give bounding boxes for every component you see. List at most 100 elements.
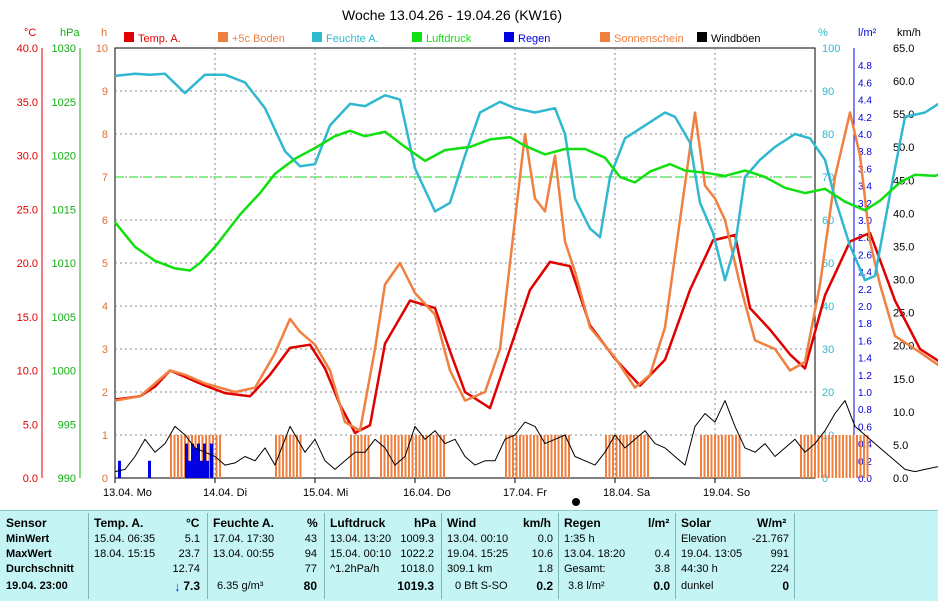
rain-tick-label: 0.0 bbox=[858, 474, 872, 485]
rain-unit: l/m² bbox=[648, 516, 670, 530]
hours-unit-label: h bbox=[101, 27, 107, 39]
legend-swatch bbox=[312, 32, 322, 42]
wind-block: Wind km/h 13.04. 00:10 0.0 19.04. 15:25 … bbox=[447, 511, 555, 601]
rain-max: 0.4 bbox=[654, 548, 670, 560]
sunshine-bar bbox=[845, 435, 848, 478]
sunshine-bar bbox=[296, 435, 298, 478]
sunshine-bar bbox=[387, 435, 389, 478]
hours-tick-label: 5 bbox=[102, 258, 108, 270]
sunshine-bar bbox=[728, 435, 730, 478]
sunshine-bar bbox=[636, 435, 639, 478]
x-tick-label: 19.04. So bbox=[703, 487, 750, 499]
sunshine-bar bbox=[817, 435, 820, 478]
sunshine-bar bbox=[540, 435, 542, 478]
rain-tick-label: 3.8 bbox=[858, 147, 872, 158]
rain-block: Regen l/m² 1:35 h 13.04. 18:20 0.4 Gesam… bbox=[564, 511, 672, 601]
sunshine-bar bbox=[353, 435, 356, 478]
solar-block: Solar W/m² Elevation -21.767 19.04. 13:0… bbox=[681, 511, 791, 601]
rain-tick-label: 1.8 bbox=[858, 319, 872, 330]
hours-tick-label: 8 bbox=[102, 129, 108, 141]
pressure-tick-label: 1005 bbox=[52, 312, 76, 324]
rain-tick-label: 4.8 bbox=[858, 61, 872, 72]
sunshine-bar bbox=[714, 435, 716, 478]
temp-tick-label: 5.0 bbox=[23, 419, 38, 431]
sunshine-bar bbox=[738, 435, 741, 478]
sunshine-bar bbox=[350, 435, 352, 478]
rain-tick-label: 3.6 bbox=[858, 164, 872, 175]
pressure-tick-label: 1010 bbox=[52, 258, 76, 270]
sunshine-bar bbox=[208, 435, 211, 478]
wind-max: 10.6 bbox=[531, 548, 553, 560]
humidity-current: 80 bbox=[303, 579, 317, 593]
separator bbox=[794, 513, 795, 599]
rain-tick-label: 0.4 bbox=[858, 440, 872, 451]
temp-max: 23.7 bbox=[178, 548, 200, 560]
sunshine-bar bbox=[219, 435, 221, 478]
legend-label: +5c Boden bbox=[232, 33, 285, 45]
rain-bar bbox=[148, 460, 151, 478]
rain-bar bbox=[197, 443, 200, 478]
sunshine-bar bbox=[401, 435, 403, 478]
x-tick-label: 14.04. Di bbox=[203, 487, 247, 499]
temp-max-time: 18.04. 15:15 bbox=[94, 548, 156, 560]
sunshine-bar bbox=[561, 435, 563, 478]
sunshine-bar bbox=[526, 435, 528, 478]
rain-tick-label: 2.8 bbox=[858, 233, 872, 244]
sunshine-bar bbox=[215, 435, 218, 478]
sunshine-bar bbox=[626, 435, 628, 478]
wind-tick-label: 15.0 bbox=[893, 374, 914, 386]
sunshine-bar bbox=[824, 435, 827, 478]
pressure-tick-label: 1030 bbox=[52, 43, 76, 55]
sunshine-bar bbox=[299, 435, 302, 478]
rain-tick-label: 2.2 bbox=[858, 285, 872, 296]
x-tick-label: 17.04. Fr bbox=[503, 487, 547, 499]
temp-block: Temp. A. °C 15.04. 06:35 5.1 18.04. 15:1… bbox=[94, 511, 202, 601]
humidity-unit-label: % bbox=[818, 27, 828, 39]
rain-tick-label: 4.4 bbox=[858, 96, 872, 107]
sunshine-bar bbox=[394, 435, 396, 478]
rain-bar bbox=[185, 443, 188, 478]
wind-tick-label: 35.0 bbox=[893, 241, 914, 253]
rain-tick-label: 2.4 bbox=[858, 268, 872, 279]
legend-label: Feuchte A. bbox=[326, 33, 379, 45]
pressure-tick-label: 1015 bbox=[52, 204, 76, 216]
hours-tick-label: 6 bbox=[102, 215, 108, 227]
sunshine-bar bbox=[278, 435, 281, 478]
rain-max-time: 13.04. 18:20 bbox=[564, 548, 626, 560]
sunshine-bar bbox=[536, 435, 539, 478]
rain-title: Regen bbox=[564, 516, 601, 530]
series-line-temp-a- bbox=[114, 231, 938, 435]
rain-per: 3.8 l/m² bbox=[568, 580, 605, 592]
pressure-title: Luftdruck bbox=[330, 516, 386, 530]
separator bbox=[207, 513, 208, 599]
sunshine-bar bbox=[422, 435, 424, 478]
wind-direction: 0 Bft S-SO bbox=[455, 580, 508, 592]
sunshine-bar bbox=[721, 435, 723, 478]
wind-tick-label: 10.0 bbox=[893, 407, 914, 419]
pressure-tick-label: 1000 bbox=[52, 366, 76, 378]
sunshine-bar bbox=[432, 435, 435, 478]
rain-bar bbox=[191, 443, 194, 478]
sunshine-bar bbox=[622, 435, 625, 478]
chart-legend: Temp. A. +5c Boden Feuchte A. Luftdruck Rege… bbox=[124, 32, 761, 45]
pressure-max: 1022.2 bbox=[400, 548, 434, 560]
humidity-tick-label: 20 bbox=[822, 387, 834, 399]
rain-bar bbox=[206, 460, 209, 478]
trend-down-icon: ↓ bbox=[174, 579, 181, 594]
weather-chart: Woche 13.04.26 - 19.04.26 (KW16) Temp. A… bbox=[17, 7, 938, 506]
solar-min: -21.767 bbox=[751, 533, 789, 545]
rain-bar bbox=[194, 447, 197, 478]
humidity-block: Feuchte A. % 17.04. 17:30 43 13.04. 00:5… bbox=[213, 511, 321, 601]
sunshine-bar bbox=[443, 435, 445, 478]
rain-tick-label: 0.2 bbox=[858, 457, 872, 468]
sunshine-bar bbox=[533, 435, 535, 478]
humidity-title: Feuchte A. bbox=[213, 516, 274, 530]
humidity-min: 43 bbox=[304, 533, 317, 545]
sunshine-bar bbox=[849, 435, 851, 478]
pressure-tick-label: 1025 bbox=[52, 97, 76, 109]
wind-tick-label: 25.0 bbox=[893, 308, 914, 320]
sunshine-bar bbox=[550, 435, 553, 478]
sunshine-bar bbox=[731, 435, 734, 478]
sunshine-bar bbox=[505, 435, 507, 478]
sunshine-bar bbox=[633, 435, 635, 478]
